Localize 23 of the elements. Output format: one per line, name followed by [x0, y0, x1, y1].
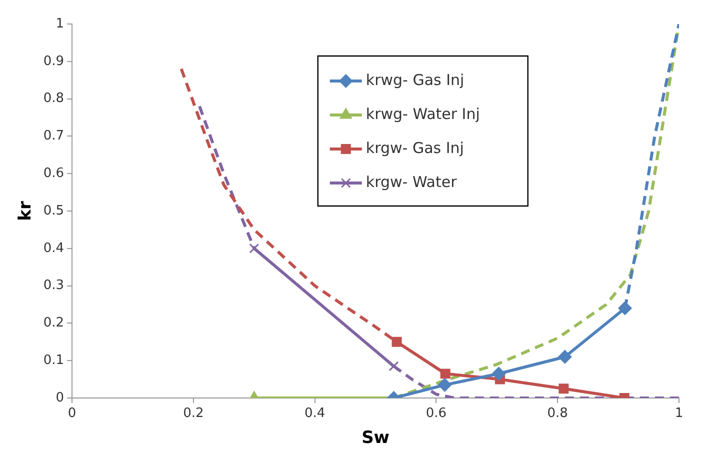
- x-tick-label: 0.2: [183, 406, 204, 422]
- y-tick-label: 0.6: [43, 166, 64, 181]
- y-tick-label: 0.2: [43, 316, 64, 331]
- y-tick-label: 0.7: [43, 128, 64, 144]
- y-tick-label: 0.3: [43, 278, 64, 294]
- y-tick-label: 0.9: [43, 54, 64, 69]
- x-tick-label: 0.8: [547, 406, 568, 422]
- y-tick-label: 0.5: [43, 203, 64, 218]
- y-axis-title: kr: [16, 200, 36, 221]
- y-tick-label: 1: [56, 16, 64, 32]
- y-tick-label: 0.8: [43, 91, 64, 106]
- legend-label: krgw- Water: [366, 172, 458, 191]
- x-tick-label: 1: [674, 406, 684, 422]
- legend-label: krwg- Gas Inj: [366, 70, 464, 89]
- y-tick-label: 0.4: [43, 240, 64, 256]
- y-tick-label: 0: [56, 390, 64, 406]
- x-tick-label: 0: [68, 406, 76, 422]
- x-tick-label: 0.4: [304, 406, 326, 422]
- x-tick-label: 0.6: [426, 406, 447, 422]
- legend-label: krwg- Water Inj: [366, 104, 480, 123]
- y-tick-label: 0.1: [43, 352, 64, 368]
- legend-label: krgw- Gas Inj: [366, 138, 464, 157]
- x-axis-title: Sw: [362, 428, 390, 448]
